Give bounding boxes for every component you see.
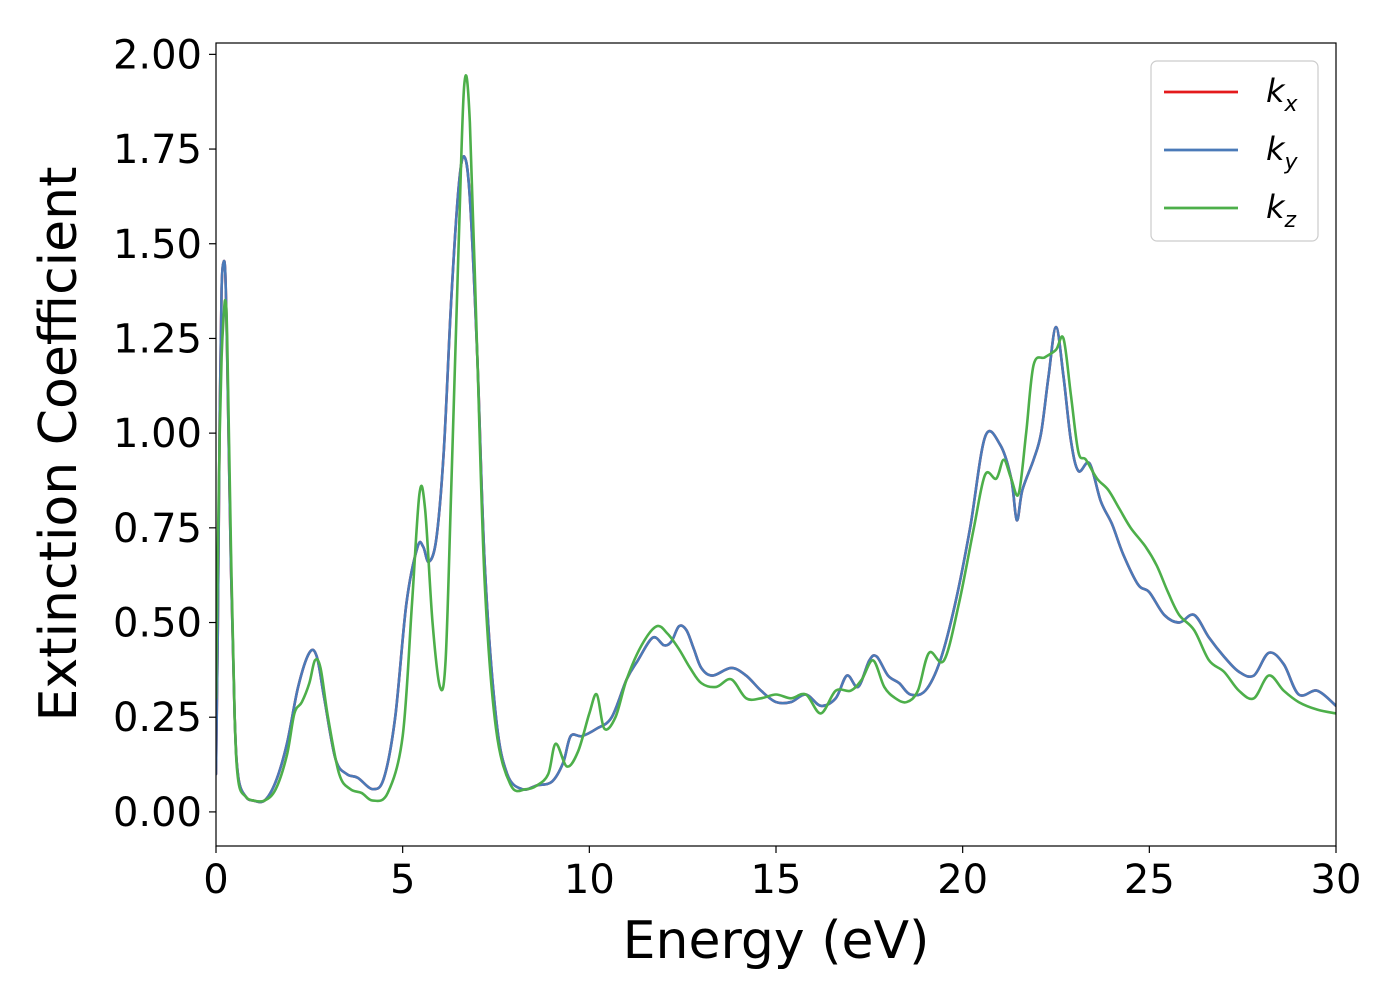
y-tick-label: 0.00: [113, 790, 202, 836]
x-tick-label: 0: [203, 857, 228, 903]
x-axis: 0 5 10 15 20 25 30: [203, 846, 1361, 903]
y-axis: 0.00 0.25 0.50 0.75 1.00 1.25 1.50 1.75 2.00: [113, 32, 216, 836]
x-tick-label: 5: [390, 857, 415, 903]
legend-subscript: x: [1284, 92, 1299, 117]
y-tick-label: 1.50: [113, 222, 202, 268]
x-tick-label: 10: [564, 857, 615, 903]
x-tick-label: 25: [1124, 857, 1175, 903]
y-axis-title: Extinction Coefficient: [29, 167, 89, 722]
x-tick-label: 15: [751, 857, 802, 903]
y-tick-label: 1.00: [113, 411, 202, 457]
series-line-kz: [216, 74, 1336, 803]
x-axis-title: Energy (eV): [623, 911, 930, 971]
y-tick-label: 1.25: [113, 316, 202, 362]
legend-subscript: z: [1284, 208, 1297, 233]
series-line-ky: [216, 155, 1336, 804]
y-tick-label: 0.25: [113, 695, 202, 741]
x-tick-label: 20: [937, 857, 988, 903]
series-layer: [216, 74, 1336, 804]
x-tick-label: 30: [1311, 857, 1362, 903]
legend-subscript: y: [1284, 150, 1299, 175]
y-tick-label: 2.00: [113, 32, 202, 78]
y-tick-label: 0.50: [113, 601, 202, 647]
y-tick-label: 1.75: [113, 127, 202, 173]
y-tick-label: 0.75: [113, 506, 202, 552]
